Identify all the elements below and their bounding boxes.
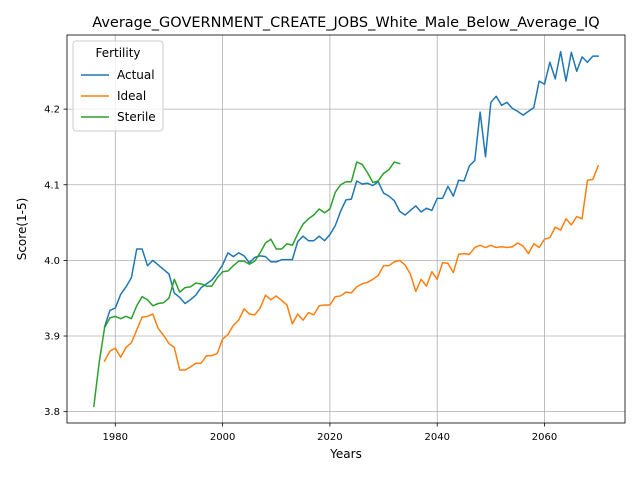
x-tick-label: 2020 — [317, 432, 342, 443]
x-axis-ticks: 1980 2000 2020 2040 2060 — [103, 423, 557, 443]
x-axis-label: Years — [329, 447, 362, 461]
x-tick-label: 1980 — [103, 432, 128, 443]
y-axis-ticks: 3.8 3.9 4.0 4.1 4.2 — [44, 105, 67, 418]
x-tick-label: 2000 — [210, 432, 235, 443]
plot-frame — [66, 34, 626, 424]
series-line-sterile — [92, 161, 401, 408]
y-tick-label: 4.1 — [44, 180, 60, 191]
legend: Fertility Actual Ideal Sterile — [72, 40, 164, 132]
y-tick-label: 4.2 — [44, 105, 60, 116]
legend-box — [72, 40, 164, 132]
series-line-actual — [103, 50, 599, 328]
series-line-ideal — [103, 164, 600, 371]
legend-label: Actual — [117, 68, 155, 82]
legend-item-actual: Actual — [81, 68, 155, 82]
x-tick-label: 2060 — [532, 432, 557, 443]
legend-item-ideal: Ideal — [81, 89, 146, 103]
legend-label: Ideal — [117, 89, 146, 103]
y-tick-label: 3.8 — [44, 407, 60, 418]
legend-title: Fertility — [95, 46, 140, 60]
x-tick-label: 2040 — [424, 432, 449, 443]
legend-item-sterile: Sterile — [81, 110, 156, 124]
series-group — [92, 50, 600, 408]
y-tick-label: 4.0 — [44, 256, 60, 267]
legend-label: Sterile — [117, 110, 156, 124]
legend-items: Actual Ideal Sterile — [81, 68, 156, 124]
chart-title: Average_GOVERNMENT_CREATE_JOBS_White_Mal… — [92, 15, 599, 31]
y-tick-label: 3.9 — [44, 332, 60, 343]
y-axis-label: Score(1-5) — [15, 198, 29, 261]
